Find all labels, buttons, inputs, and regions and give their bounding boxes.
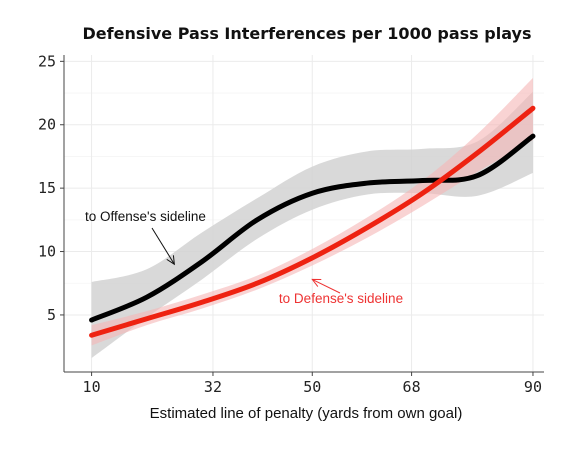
annotation-arrow-offense bbox=[151, 227, 175, 265]
x-tick-label: 68 bbox=[403, 378, 421, 396]
y-tick-label: 15 bbox=[38, 179, 56, 197]
annotation-arrowhead bbox=[311, 278, 322, 287]
y-tick-label: 5 bbox=[47, 306, 56, 324]
confidence-bands bbox=[91, 77, 533, 359]
axes bbox=[63, 55, 544, 373]
series-lines bbox=[89, 105, 536, 338]
y-tick-label: 10 bbox=[38, 243, 56, 261]
y-tick-label: 25 bbox=[38, 52, 56, 70]
annotations: to Offense's sideline to Defense's sideli… bbox=[85, 209, 403, 306]
x-tick-label: 90 bbox=[524, 378, 542, 396]
series-line-defense bbox=[89, 105, 536, 338]
chart-title: Defensive Pass Interferences per 1000 pa… bbox=[83, 24, 532, 43]
annotation-arrow-defense bbox=[312, 278, 341, 294]
confidence-band-defense bbox=[91, 77, 533, 346]
x-tick-label: 32 bbox=[204, 378, 222, 396]
annotation-label-offense: to Offense's sideline bbox=[85, 209, 206, 224]
x-tick-label: 10 bbox=[83, 378, 101, 396]
annotation-label-defense: to Defense's sideline bbox=[279, 291, 403, 306]
confidence-band-offense bbox=[91, 91, 533, 359]
ticks: 5 10 15 20 25 10 32 50 68 90 bbox=[38, 52, 542, 396]
x-tick-label: 50 bbox=[303, 378, 321, 396]
annotation-arrowhead bbox=[166, 255, 175, 266]
series-line-offense bbox=[89, 133, 536, 323]
y-tick-label: 20 bbox=[38, 116, 56, 134]
x-axis-title: Estimated line of penalty (yards from ow… bbox=[150, 405, 463, 422]
